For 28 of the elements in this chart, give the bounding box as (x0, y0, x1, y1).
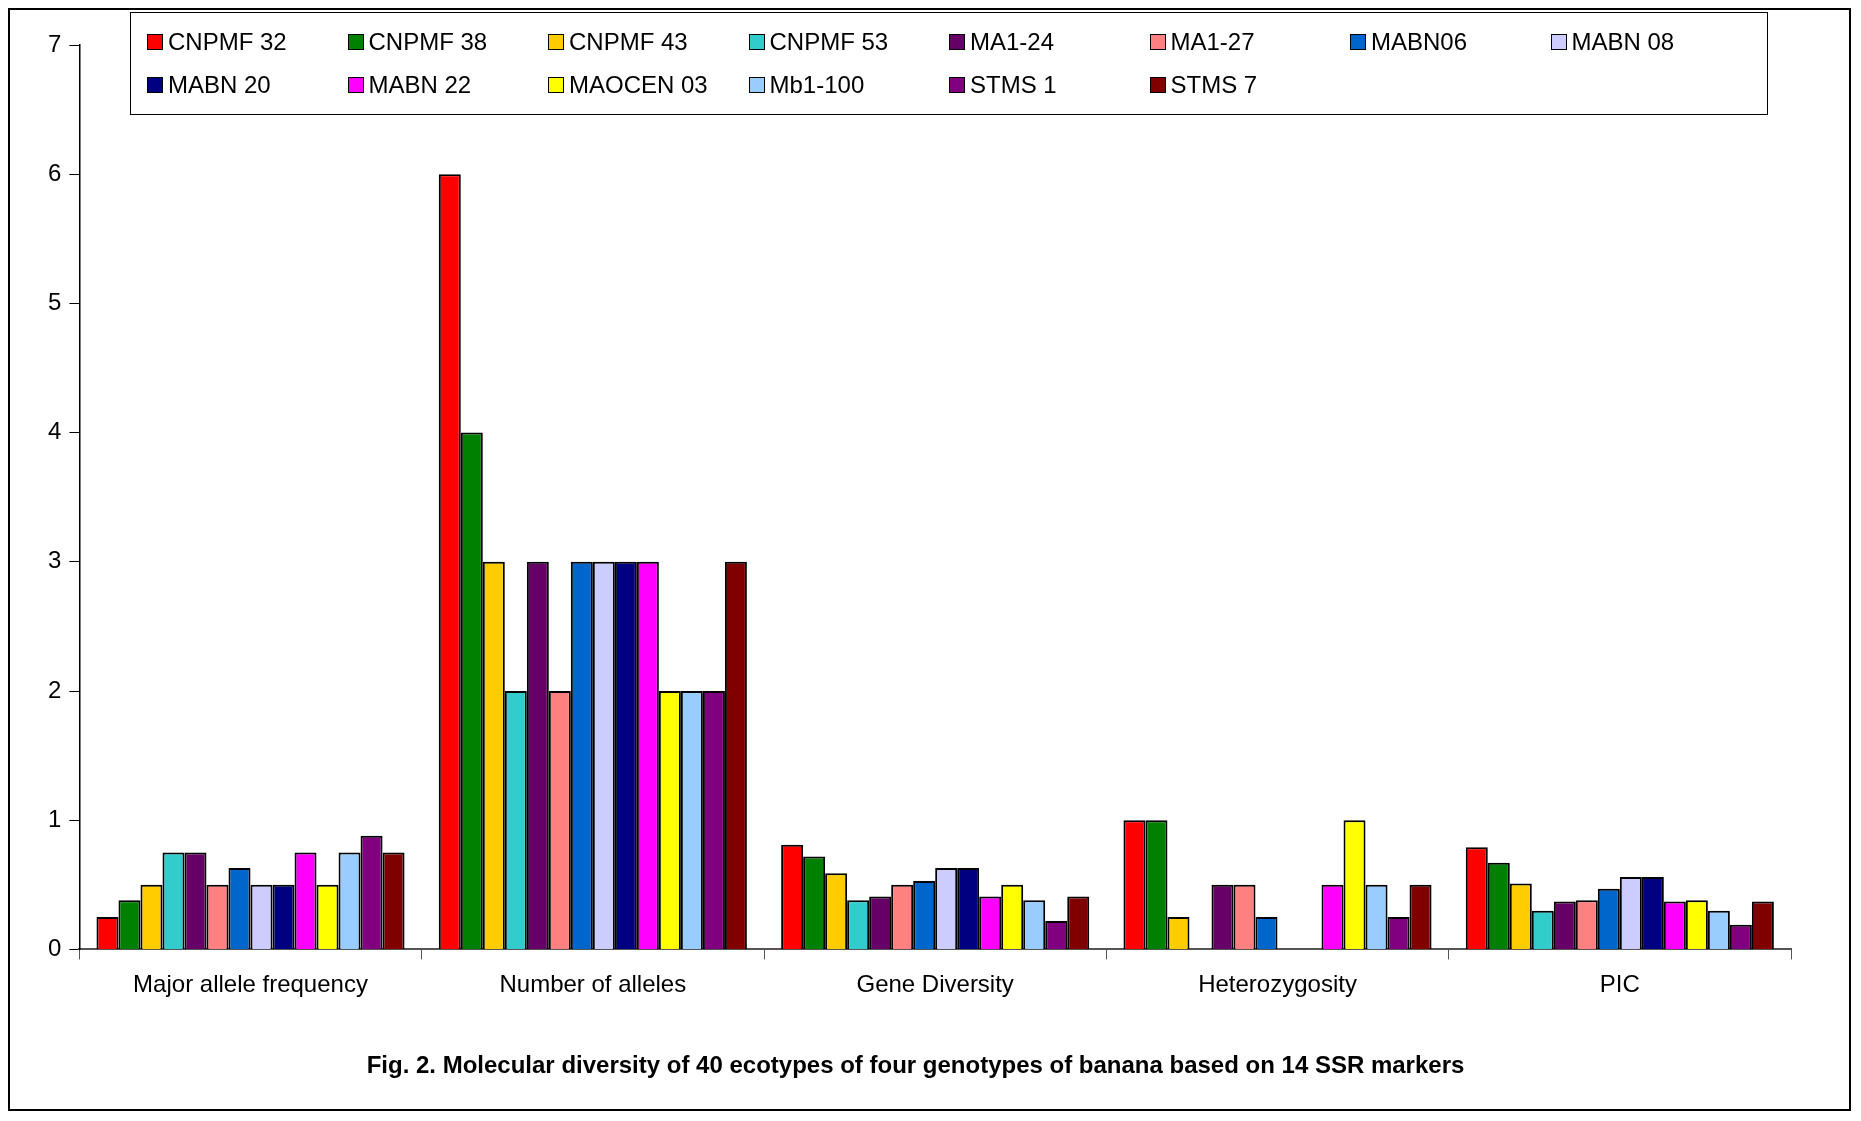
legend-label: MABN 20 (168, 71, 271, 100)
y-tick-label: 7 (47, 29, 62, 57)
x-tick-label: Number of alleles (499, 970, 687, 998)
legend-label: CNPMF 43 (569, 27, 688, 56)
legend-label: MABN 22 (368, 71, 472, 100)
x-tick-label: PIC (1599, 970, 1640, 998)
legend-label: MA1-27 (1170, 27, 1255, 56)
text: Fig. 2. Molecular diversity of 40 ecotypes of four genotypes of banana based on 14 SSR markers (366, 1051, 1465, 1079)
x-tick-label: Gene Diversity (856, 970, 1014, 998)
legend-label: STMS 1 (970, 71, 1057, 100)
y-tick-label: 3 (47, 546, 62, 574)
x-tick-label: Heterozygosity (1198, 970, 1357, 998)
y-tick-label: 2 (47, 675, 62, 703)
legend-label: CNPMF 32 (168, 27, 287, 56)
legend-label: MA1-24 (970, 27, 1055, 56)
y-tick-label: 5 (47, 288, 62, 316)
y-tick-label: 6 (47, 158, 62, 186)
legend-label: MAOCEN 03 (569, 71, 708, 100)
legend-label: MABN06 (1371, 27, 1468, 56)
x-tick-label: Major allele frequency (133, 970, 368, 998)
legend-label: CNPMF 38 (368, 27, 488, 56)
legend-label: CNPMF 53 (769, 27, 889, 56)
legend-label: MABN 08 (1571, 27, 1675, 56)
y-tick-label: 1 (47, 804, 62, 832)
y-tick-label: 0 (47, 934, 62, 962)
legend-label: STMS 7 (1170, 71, 1258, 100)
legend-label: Mb1-100 (769, 71, 865, 100)
y-tick-label: 4 (47, 417, 62, 445)
